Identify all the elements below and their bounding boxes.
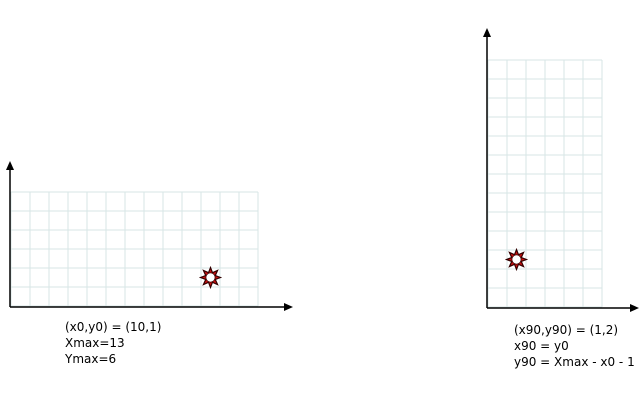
left-y-arrowhead-icon <box>6 161 14 170</box>
left-x-arrowhead-icon <box>284 303 293 311</box>
left-sun-marker-icon <box>198 265 223 290</box>
left-sun-center <box>205 272 216 283</box>
right-caption: (x90,y90) = (1,2) x90 = y0 y90 = Xmax - … <box>514 322 635 370</box>
left-caption-ymax: Ymax=6 <box>65 352 117 366</box>
right-caption-y90: y90 = Xmax - x0 - 1 <box>514 355 635 369</box>
right-caption-coords: (x90,y90) = (1,2) <box>514 323 619 337</box>
right-grid-panel <box>483 28 639 312</box>
right-y-arrowhead-icon <box>483 28 491 37</box>
left-caption-coords: (x0,y0) = (10,1) <box>65 320 162 334</box>
left-grid-panel <box>6 161 293 311</box>
left-grid <box>10 191 259 307</box>
right-sun-marker-icon <box>504 247 529 272</box>
left-caption-xmax: Xmax=13 <box>65 336 125 350</box>
right-sun-center <box>511 254 522 265</box>
right-caption-x90: x90 = y0 <box>514 339 569 353</box>
right-grid <box>487 59 603 308</box>
left-caption: (x0,y0) = (10,1) Xmax=13 Ymax=6 <box>65 319 161 367</box>
right-x-arrowhead-icon <box>630 304 639 312</box>
